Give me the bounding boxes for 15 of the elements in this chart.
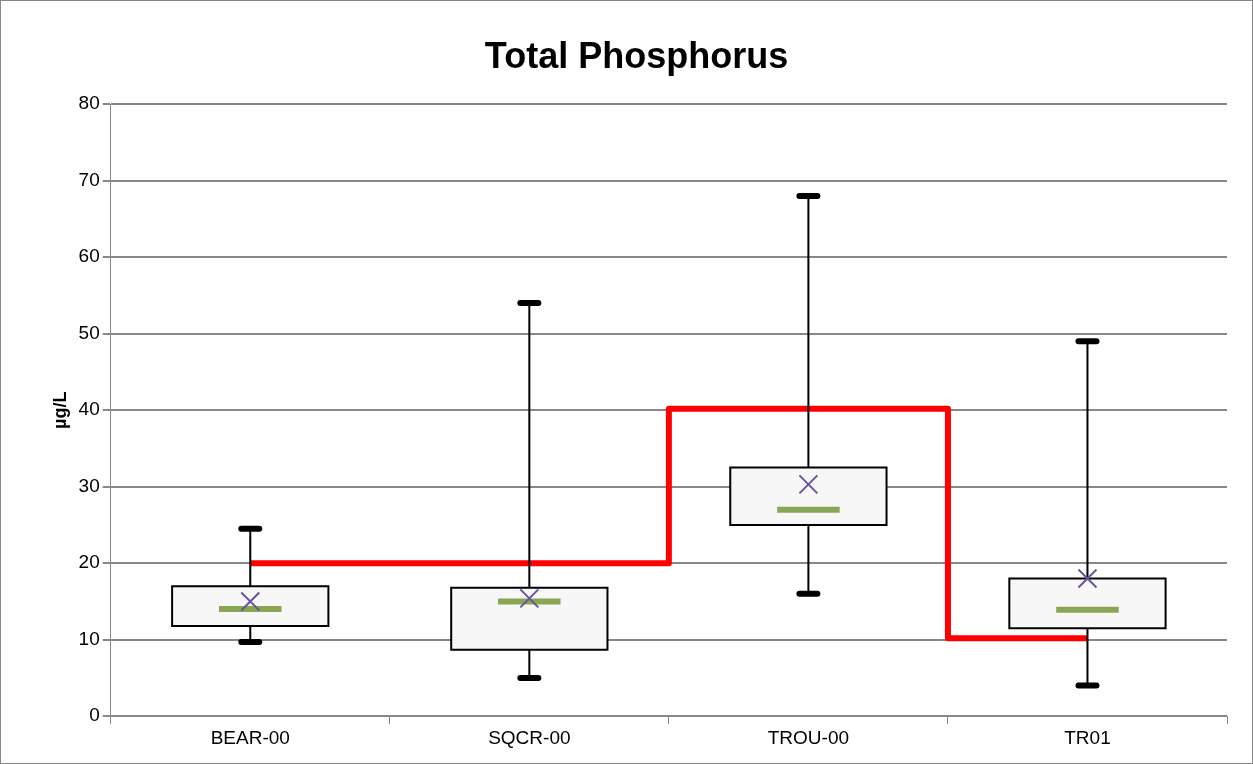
y-tick-label: 50 [78, 321, 100, 343]
x-tick-label: BEAR-00 [210, 726, 290, 748]
y-tick-label: 70 [78, 168, 100, 190]
y-tick-label: 60 [78, 245, 100, 267]
y-axis-title: µg/L [49, 391, 70, 429]
x-tick-label: SQCR-00 [488, 726, 571, 748]
y-tick-label: 80 [78, 92, 100, 114]
y-tick-label: 20 [78, 551, 100, 573]
y-tick-label: 0 [89, 704, 100, 726]
y-tick-label: 10 [78, 627, 100, 649]
chart-title: Total Phosphorus [484, 34, 789, 76]
y-tick-label: 30 [78, 474, 100, 496]
y-tick-label: 40 [78, 398, 100, 420]
x-tick-label: TROU-00 [767, 726, 850, 748]
x-tick-label: TR01 [1064, 726, 1111, 748]
